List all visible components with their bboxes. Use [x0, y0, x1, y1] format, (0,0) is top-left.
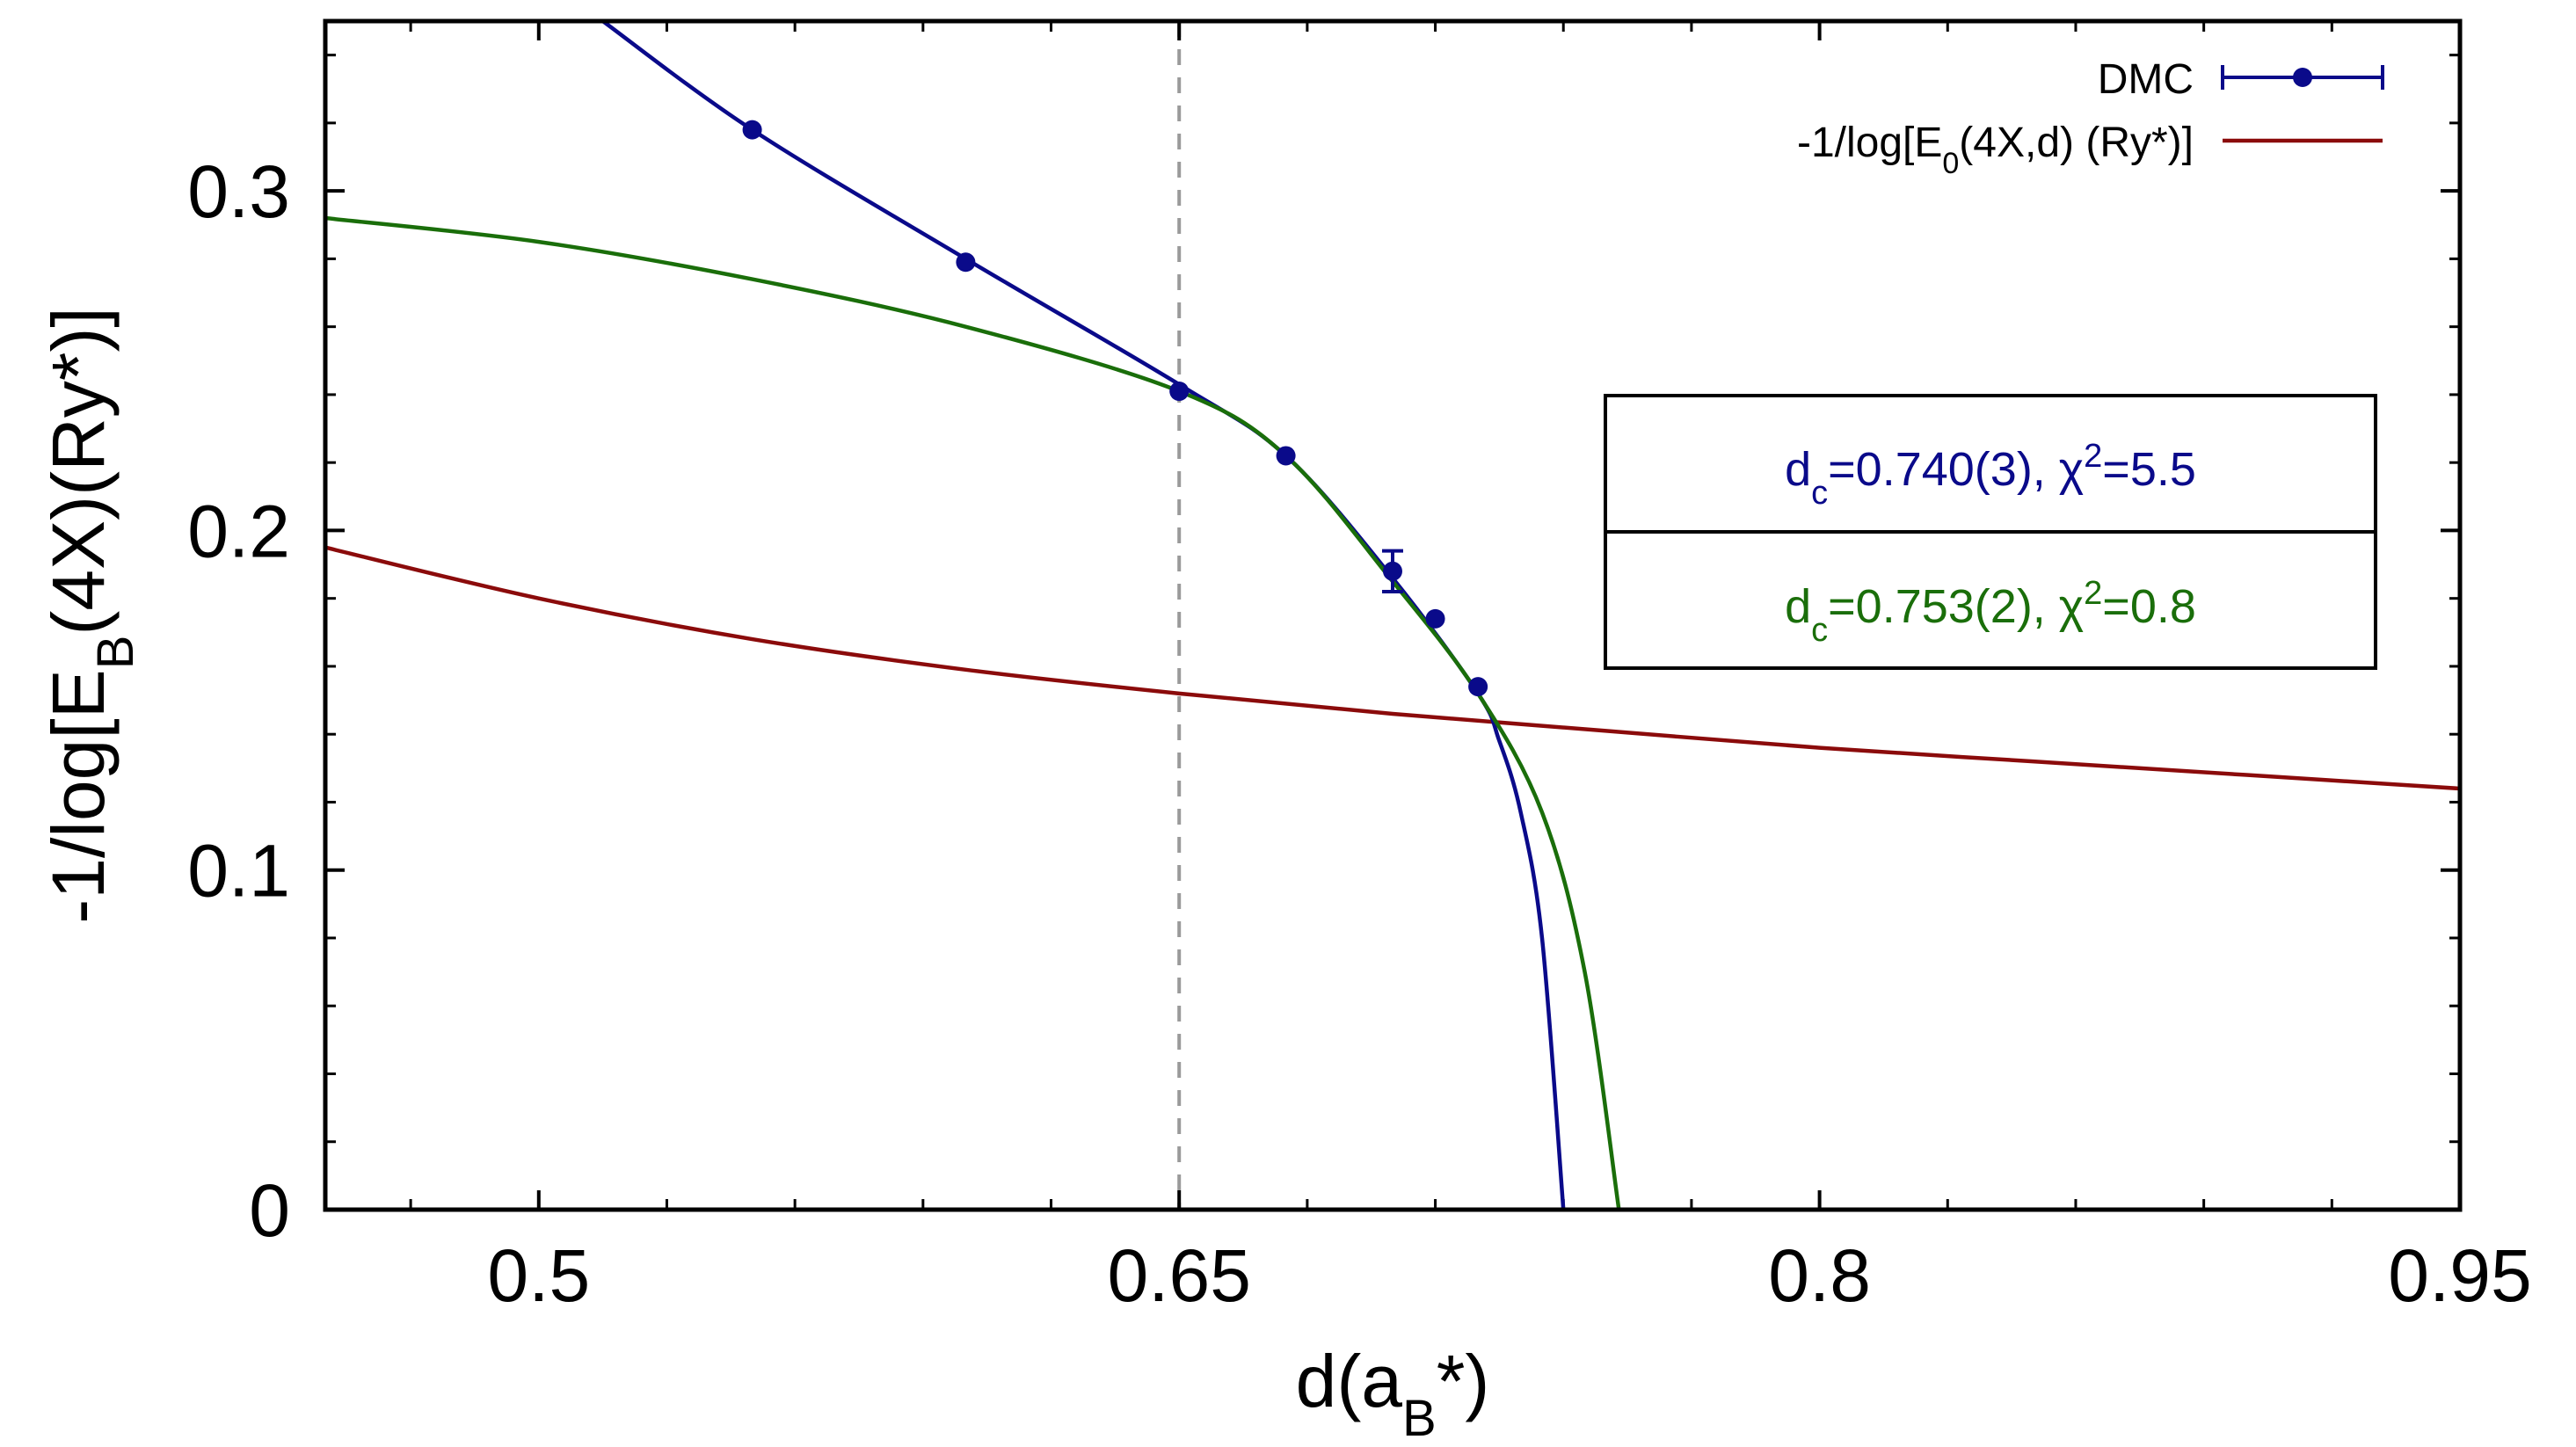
- dmc-point: [956, 252, 976, 273]
- dmc-point: [742, 120, 762, 140]
- fit-results-box: dc=0.740(3), χ2=5.5 dc=0.753(2), χ2=0.8: [1604, 394, 2377, 670]
- legend-dmc-marker: [2293, 68, 2312, 87]
- dmc-point: [1169, 382, 1190, 402]
- legend-label-e0: -1/log[E0(4X,d) (Ry*)]: [1797, 120, 2194, 180]
- fit-result-green: dc=0.753(2), χ2=0.8: [1785, 575, 2196, 649]
- legend-sample-dmc: [2221, 65, 2384, 90]
- y-axis-label: -1/log[EB(4X)(Ry*)]: [37, 307, 144, 924]
- y-tick-label: 0.2: [187, 490, 290, 572]
- plot-area-frame: [323, 18, 2463, 1212]
- dmc-point: [1468, 677, 1488, 697]
- curve--1-log-e0-4x-d-ry-: [325, 545, 2460, 791]
- y-tick-label: 0.1: [187, 830, 290, 913]
- curve-fit-green: [325, 215, 1621, 1210]
- x-tick-label: 0.95: [2388, 1234, 2532, 1317]
- y-tick-label: 0: [249, 1169, 290, 1252]
- legend: DMC -1/log[E0(4X,d) (Ry*)]: [1797, 56, 2384, 180]
- legend-label-dmc: DMC: [2098, 56, 2194, 103]
- x-tick-label: 0.65: [1107, 1234, 1251, 1317]
- dmc-point: [1276, 446, 1296, 466]
- x-axis-label: d(aB*): [1296, 1340, 1490, 1447]
- x-tick-label: 0.8: [1768, 1234, 1871, 1317]
- dmc-point: [1383, 561, 1402, 581]
- y-tick-label: 0.3: [187, 150, 290, 233]
- x-tick-label: 0.5: [487, 1234, 590, 1317]
- fit-result-blue: dc=0.740(3), χ2=5.5: [1785, 438, 2196, 512]
- dmc-point: [1425, 608, 1445, 629]
